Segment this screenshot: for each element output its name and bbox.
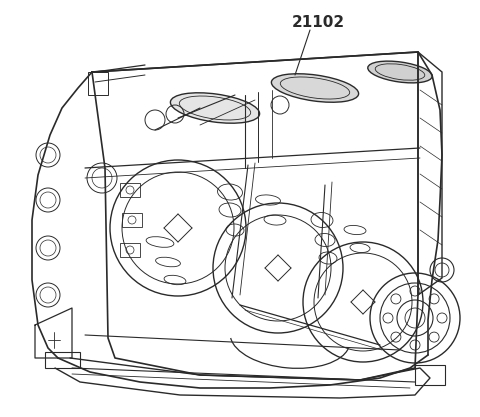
Ellipse shape: [170, 93, 260, 123]
Ellipse shape: [180, 96, 251, 120]
Text: 21102: 21102: [291, 15, 345, 30]
Ellipse shape: [271, 74, 359, 102]
Ellipse shape: [368, 61, 432, 83]
Ellipse shape: [280, 77, 350, 99]
